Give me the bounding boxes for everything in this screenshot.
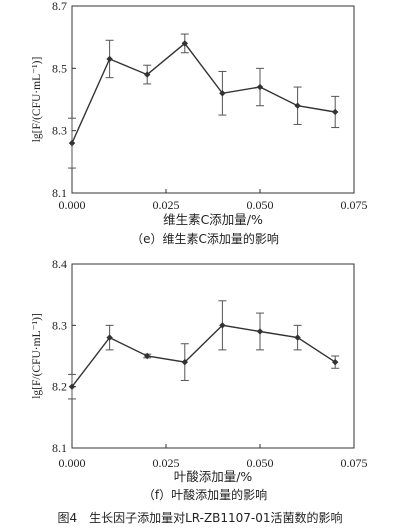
- y-tick-label: 8.7: [52, 0, 67, 13]
- x-axis-label: 维生素C添加量/%: [163, 212, 263, 227]
- data-point: [106, 55, 113, 63]
- x-tick-label: 0.050: [247, 198, 274, 212]
- chart-vitamin-c: 8.1 8.3 8.5 8.7 0.000 0.025 0.050 0.075 维生素C添加量/…: [31, 0, 368, 246]
- chart-folic-acid: 8.1 8.2 8.3 8.4 0.000 0.025 0.050 0.075 叶酸添加量/% l…: [31, 257, 368, 502]
- data-point: [332, 108, 339, 116]
- y-tick-label: 8.1: [52, 441, 67, 455]
- data-point: [219, 90, 226, 97]
- data-point: [181, 40, 188, 47]
- data-point: [144, 352, 151, 360]
- data-point: [256, 328, 264, 335]
- data-point: [294, 102, 301, 109]
- data-point: [106, 334, 113, 341]
- subplot-caption: （f）叶酸添加量的影响: [143, 487, 267, 502]
- x-tick-label: 0.000: [59, 198, 86, 212]
- y-axis-label: lg[F/(CFU·mL⁻¹)]: [31, 57, 43, 143]
- y-tick-label: 8.4: [52, 257, 67, 271]
- data-point: [144, 71, 151, 78]
- data-point: [332, 358, 339, 366]
- data-point: [256, 83, 264, 91]
- y-tick-label: 8.3: [52, 318, 67, 332]
- data-point: [68, 383, 76, 390]
- subplot-caption: （e）维生素C添加量的影响: [131, 231, 279, 246]
- y-axis-label: lg[F/(CFU·mL⁻¹)]: [31, 313, 43, 399]
- plot-frame: [71, 263, 355, 449]
- data-point: [294, 334, 301, 341]
- data-point: [181, 358, 188, 366]
- y-tick-label: 8.3: [52, 124, 67, 138]
- data-point: [219, 322, 226, 329]
- data-point: [68, 139, 76, 147]
- y-tick-label: 8.1: [52, 186, 67, 200]
- x-axis-label: 叶酸添加量/%: [174, 469, 253, 484]
- x-tick-label: 0.075: [341, 456, 368, 470]
- x-tick-label: 0.025: [153, 198, 180, 212]
- x-tick-label: 0.025: [153, 456, 180, 470]
- x-tick-label: 0.050: [247, 456, 274, 470]
- x-tick-label: 0.000: [59, 456, 86, 470]
- plot-frame: [71, 5, 355, 194]
- x-tick-label: 0.075: [341, 198, 368, 212]
- series-line: [71, 42, 336, 144]
- y-tick-label: 8.2: [52, 380, 67, 394]
- figure-caption: 图4 生长因子添加量对LR-ZB1107-01活菌数的影响: [57, 510, 342, 525]
- series-line: [71, 324, 336, 388]
- y-tick-label: 8.5: [52, 61, 67, 75]
